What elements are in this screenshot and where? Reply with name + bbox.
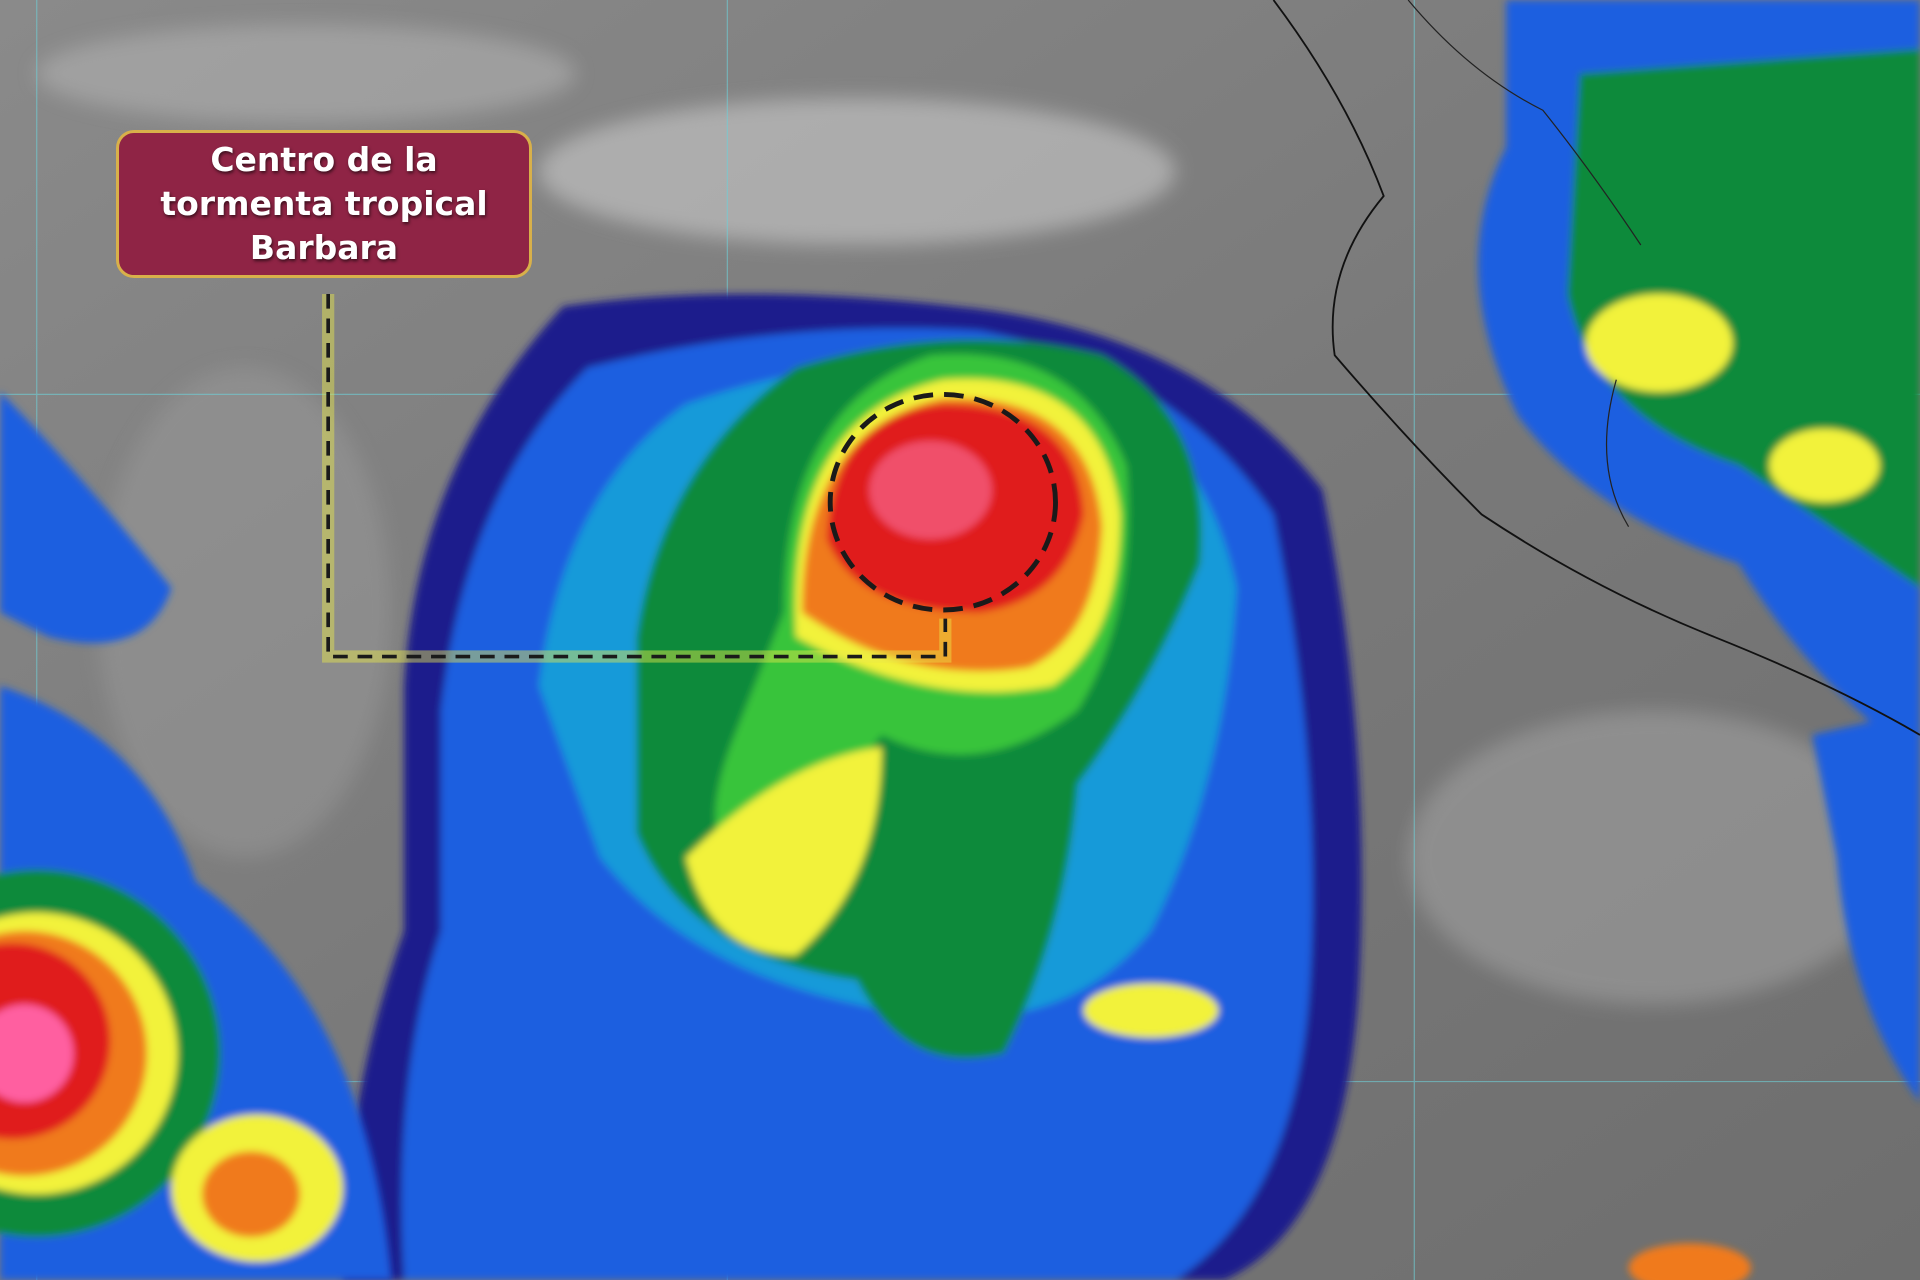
storm-center-label: Centro de la tormenta tropical Barbara [116,130,532,278]
storm-barbara-cloud-tops [342,293,1362,1280]
western-storm-cloud-tops [0,391,392,1280]
storm-center-circle [827,391,1058,613]
callout-line [326,293,948,659]
label-line-2: tormenta tropical [160,184,488,223]
land-convection [1478,0,1920,1280]
white-cloud-streaks [36,24,1898,1005]
label-line-1: Centro de la [210,140,438,179]
coastline [1272,0,1920,736]
state-borders [1407,0,1642,528]
label-line-3: Barbara [249,228,399,267]
